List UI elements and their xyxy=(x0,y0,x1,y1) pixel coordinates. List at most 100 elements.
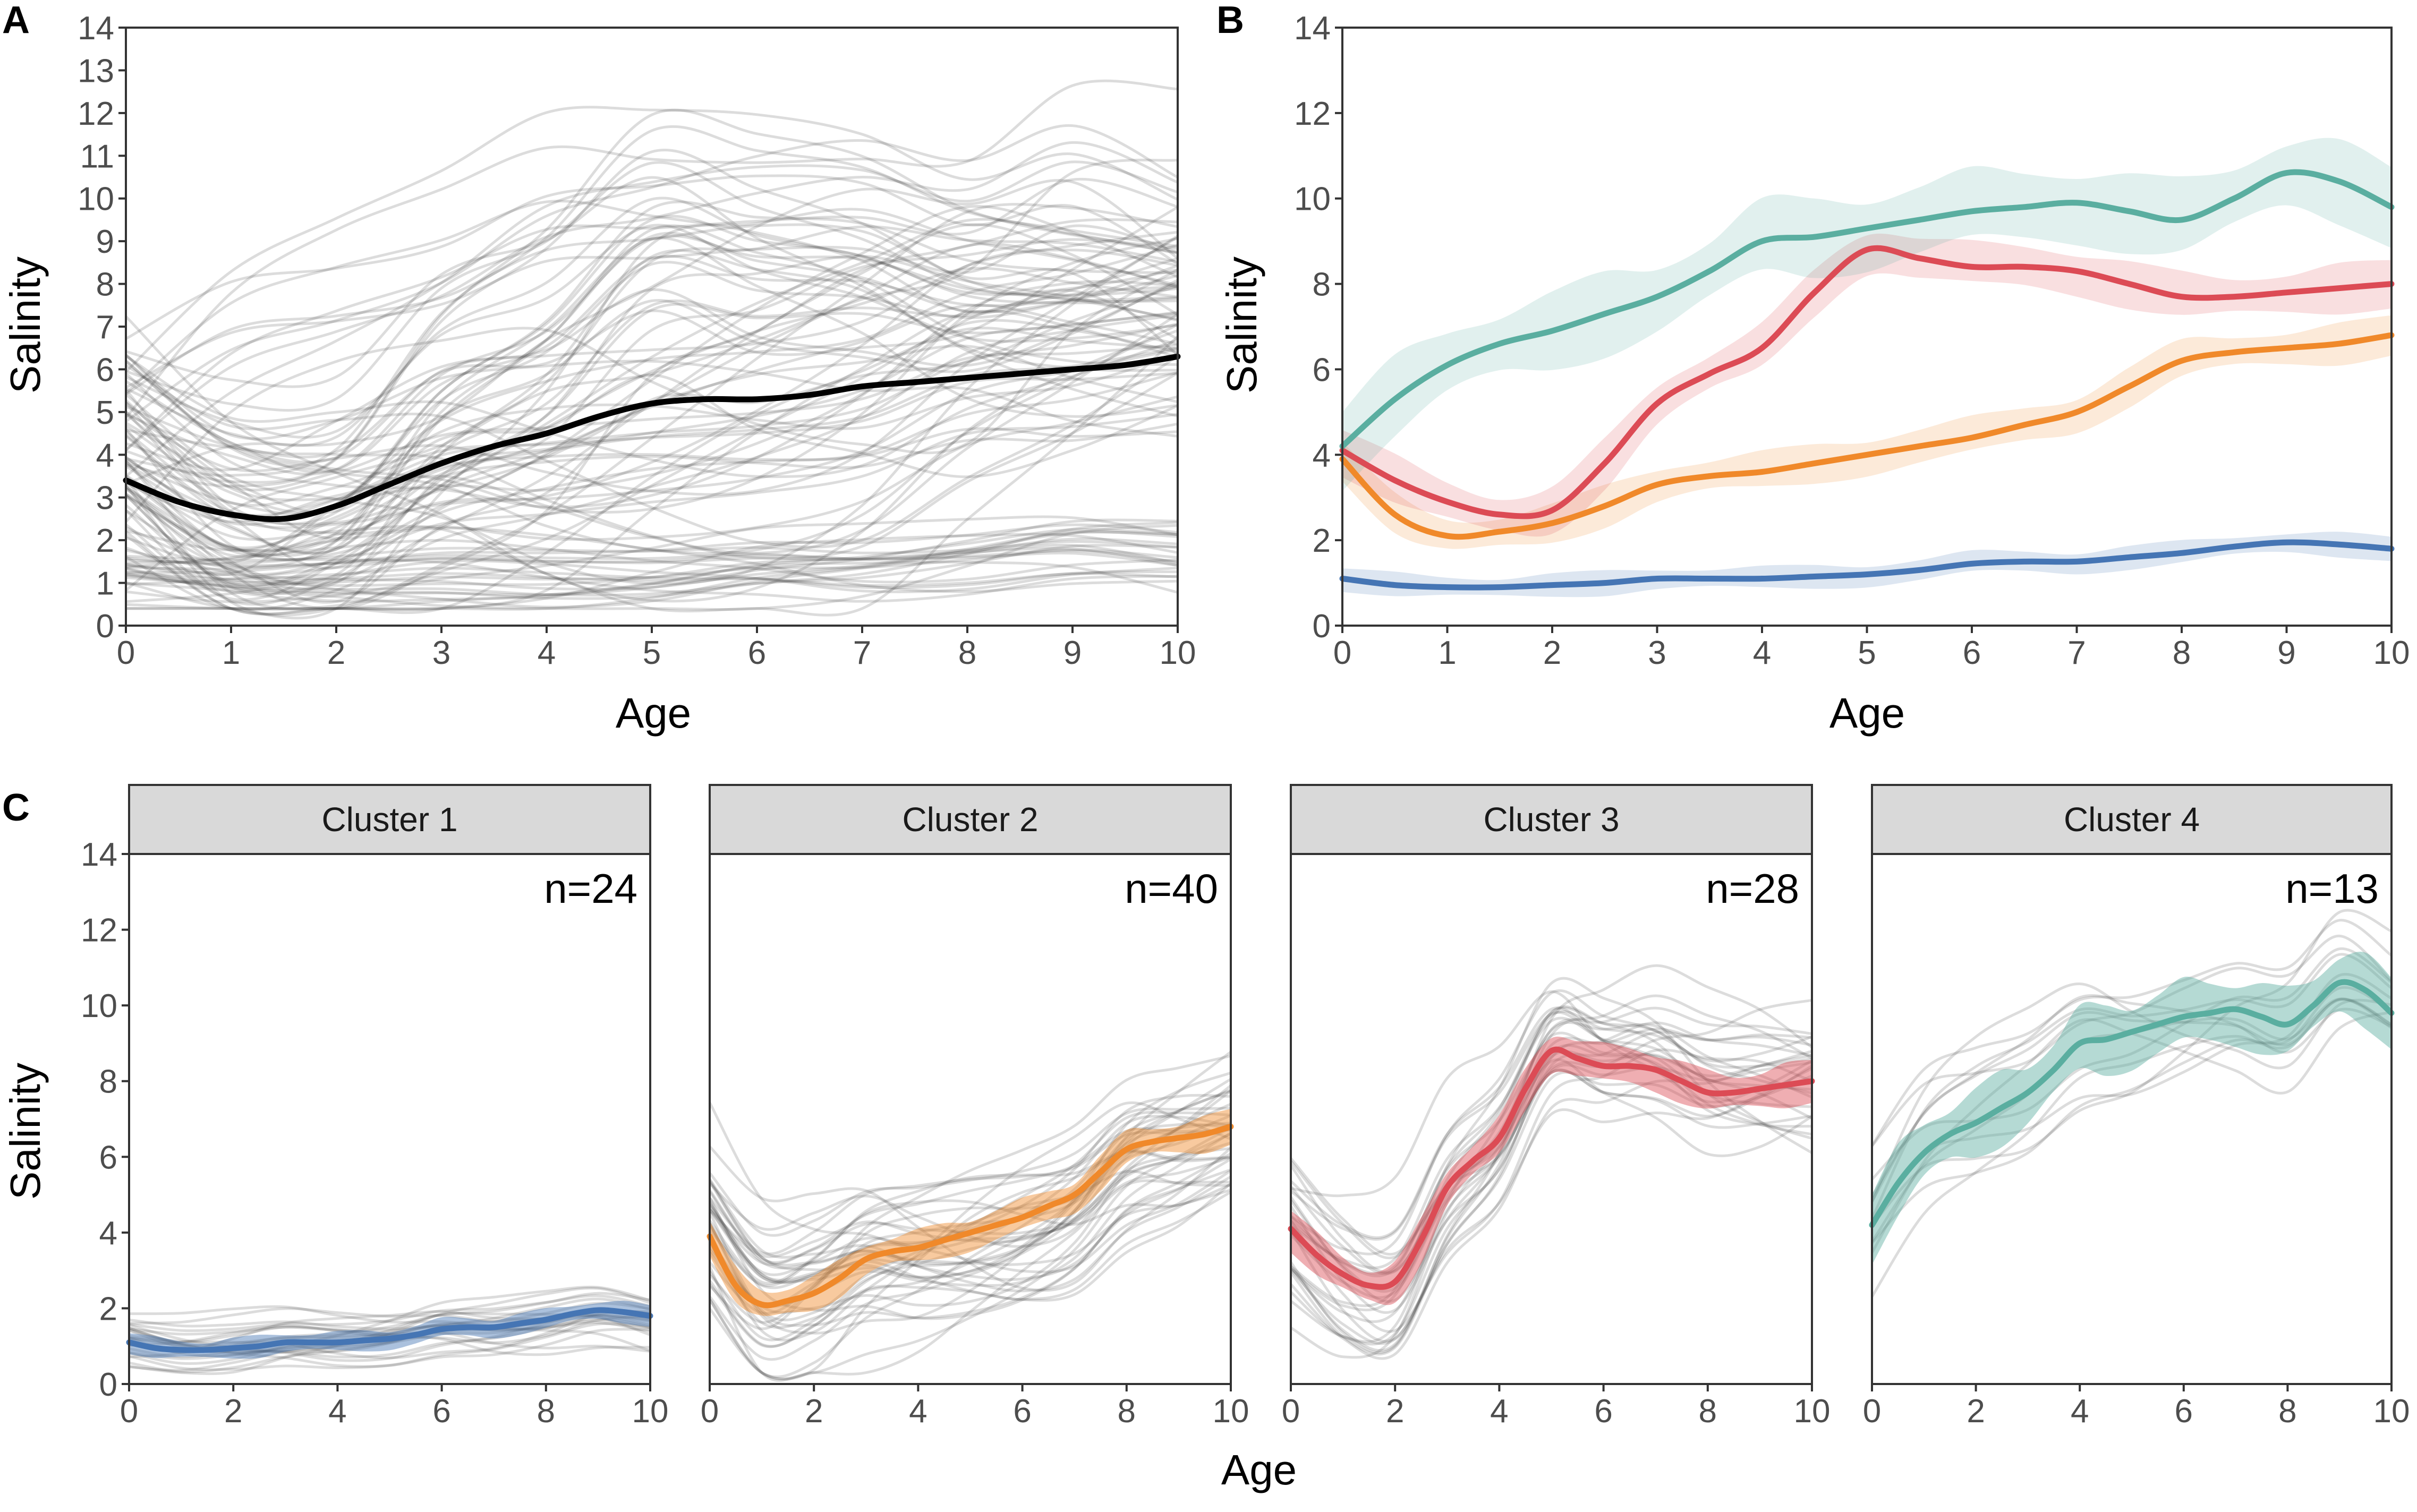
individual-trajectory xyxy=(129,1310,651,1360)
panel-a-y-tick-label: 14 xyxy=(78,10,114,47)
panel-b-panel-border xyxy=(1341,27,2393,627)
individual-trajectory xyxy=(125,215,1178,525)
cluster-2-confidence-band xyxy=(1342,315,2392,549)
individual-trajectory xyxy=(709,1054,1231,1324)
panel-b-y-tick-label: 6 xyxy=(1313,352,1331,388)
panel-a-x-tick-label: 9 xyxy=(1063,635,1082,671)
facet-2-x-tick-label: 2 xyxy=(805,1393,823,1430)
panel-a-y-tick-label: 1 xyxy=(96,566,114,602)
individual-trajectory xyxy=(709,1146,1232,1292)
individual-trajectory xyxy=(129,1294,651,1332)
panel-a-y-tick-label: 3 xyxy=(96,480,114,517)
individual-trajectory xyxy=(709,1149,1231,1287)
individual-trajectory xyxy=(709,1191,1232,1301)
panel-a-x-tick-label: 3 xyxy=(432,635,450,671)
individual-trajectory xyxy=(125,539,1178,584)
facet-4-x-tick-label: 8 xyxy=(2278,1393,2296,1430)
facet-4-panel-border xyxy=(1871,853,2393,1385)
individual-trajectory xyxy=(125,315,1178,603)
facet-4-plot-background xyxy=(1872,854,2392,1384)
individual-trajectory xyxy=(125,313,1178,611)
individual-trajectory xyxy=(709,1128,1231,1255)
panel-a-y-axis-title: Salinity xyxy=(2,257,49,394)
individual-trajectory xyxy=(125,206,1179,459)
individual-trajectory xyxy=(125,544,1178,597)
facet-4-x-tick-label: 0 xyxy=(1863,1393,1881,1430)
facet-1-plot-background xyxy=(129,854,650,1384)
panel-a-x-tick-label: 0 xyxy=(117,635,135,671)
panel-b-plot-background xyxy=(1342,28,2392,626)
individual-trajectory xyxy=(129,1331,651,1359)
panel-a-y-tick-label: 10 xyxy=(78,181,114,218)
individual-trajectory xyxy=(708,1078,1232,1285)
individual-trajectory xyxy=(125,395,1178,541)
cluster-3-mean-line xyxy=(1339,245,2395,519)
individual-trajectory xyxy=(125,237,1178,514)
panel-letter-c: C xyxy=(2,787,30,829)
facet-cluster-3: Cluster 3 0 2 4 6 8 10 n=28 xyxy=(1282,784,1830,1430)
panel-a-y-tick-label: 6 xyxy=(96,352,114,388)
individual-trajectory xyxy=(1870,919,2393,1147)
facet-strip-label: Cluster 3 xyxy=(1483,800,1619,839)
individual-trajectory xyxy=(125,208,1178,620)
facet-cluster-2: Cluster 2 0 2 4 6 8 10 n=40 xyxy=(701,784,1249,1430)
individual-trajectory xyxy=(125,158,1178,592)
individual-trajectory xyxy=(125,225,1178,555)
individual-trajectory xyxy=(709,1147,1231,1258)
individual-trajectory xyxy=(1290,1016,1812,1269)
individual-trajectory xyxy=(708,1158,1232,1281)
individual-trajectory xyxy=(125,197,1178,447)
individual-trajectory xyxy=(129,1285,651,1365)
individual-trajectory xyxy=(708,1189,1231,1282)
individual-trajectory xyxy=(125,303,1178,591)
facet-strip xyxy=(1871,784,2393,855)
individual-trajectory xyxy=(129,1325,651,1356)
facet-3-plot-background xyxy=(1291,854,1812,1384)
individual-trajectory xyxy=(125,177,1178,451)
cluster-4-confidence-band xyxy=(1342,138,2392,491)
cluster-2-mean-line xyxy=(1339,332,2395,540)
panel-b-y-tick-label: 10 xyxy=(1294,181,1331,218)
facet-1-panel-border xyxy=(128,853,651,1385)
individual-trajectory xyxy=(709,1150,1231,1381)
individual-trajectory xyxy=(125,518,1178,596)
panel-a-y-tick-label: 7 xyxy=(96,309,114,346)
individual-trajectory xyxy=(125,537,1178,586)
individual-trajectory xyxy=(125,224,1178,561)
individual-trajectory xyxy=(709,1182,1232,1348)
facet-4-x-tick-label: 10 xyxy=(2373,1393,2410,1430)
facet-1-y-tick-label: 14 xyxy=(81,836,117,873)
panel-b-x-tick-label: 6 xyxy=(1963,635,1981,671)
facet-3-x-tick-label: 6 xyxy=(1594,1393,1612,1430)
panel-b-y-tick-label: 2 xyxy=(1313,523,1331,559)
overall-mean-line xyxy=(123,353,1181,523)
individual-trajectory xyxy=(125,360,1179,560)
individual-trajectory xyxy=(125,254,1178,570)
individual-trajectory xyxy=(708,1179,1231,1382)
facet-1-y-tick-label: 12 xyxy=(81,912,117,949)
panel-a-y-tick-label: 0 xyxy=(96,608,114,645)
facet-4-x-tick-label: 6 xyxy=(2175,1393,2193,1430)
cluster-mean-line xyxy=(126,1307,653,1353)
individual-trajectory xyxy=(125,572,1178,587)
individual-trajectory xyxy=(1290,964,1813,1352)
individual-trajectory xyxy=(708,1123,1231,1335)
facet-2-x-tick-label: 0 xyxy=(701,1393,719,1430)
sample-size-label: n=28 xyxy=(1706,865,1799,912)
individual-trajectory xyxy=(708,1101,1231,1342)
individual-trajectory xyxy=(125,257,1178,554)
individual-trajectory xyxy=(709,1103,1232,1361)
facet-strip xyxy=(128,784,651,855)
individual-trajectory xyxy=(125,249,1178,529)
cluster-4-mean-line xyxy=(1339,169,2395,449)
panel-a-plot-background xyxy=(126,28,1178,626)
individual-trajectory xyxy=(1870,994,2392,1198)
individual-trajectory xyxy=(125,236,1179,496)
individual-trajectory xyxy=(125,236,1178,569)
individual-trajectory xyxy=(125,310,1178,616)
individual-trajectory xyxy=(129,1302,651,1347)
panel-a-x-tick-label: 6 xyxy=(748,635,766,671)
individual-trajectory xyxy=(1290,1006,1812,1293)
individual-trajectory xyxy=(708,1101,1231,1251)
